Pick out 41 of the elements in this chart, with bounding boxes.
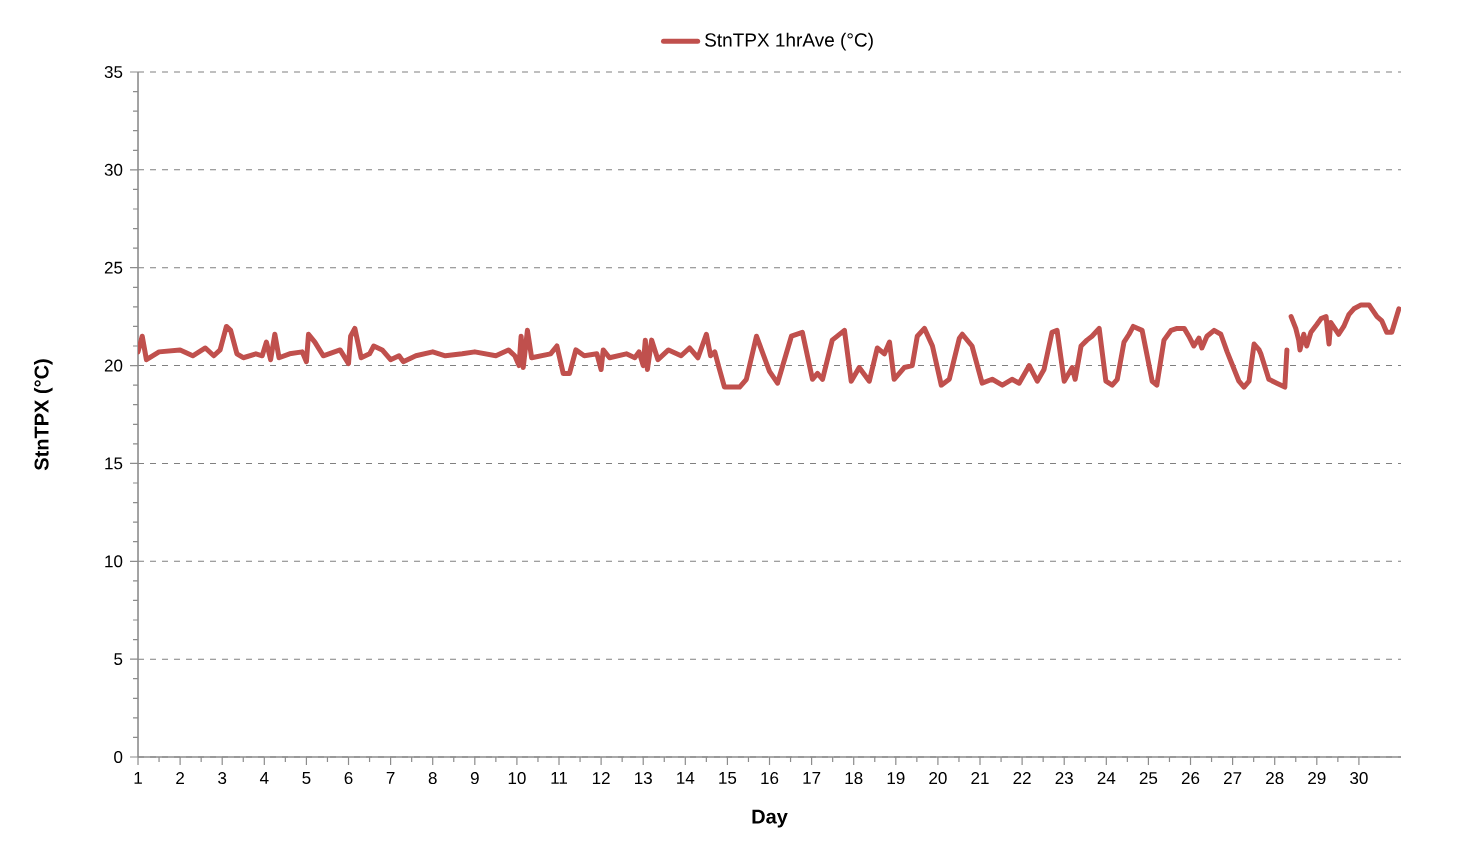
x-tick-label: 25	[1139, 772, 1158, 785]
x-tick-label: 10	[508, 772, 526, 785]
y-tick-label: 15	[105, 457, 123, 470]
y-tick-label: 25	[104, 261, 123, 274]
x-tick-label: 18	[845, 772, 863, 785]
x-tick-label: 21	[971, 772, 989, 784]
x-tick-label: 20	[929, 772, 947, 785]
x-tick-label: 1	[134, 772, 142, 784]
y-tick-label: 5	[114, 653, 123, 666]
y-tick-label: 20	[104, 359, 123, 372]
x-tick-label: 28	[1266, 772, 1284, 785]
x-tick-label: 4	[259, 772, 269, 784]
x-tick-label: 16	[761, 772, 779, 785]
x-tick-label: 23	[1055, 772, 1073, 785]
y-tick-label: 0	[114, 751, 123, 764]
x-tick-label: 8	[428, 772, 437, 785]
x-tick-label: 17	[803, 772, 821, 784]
x-tick-label: 12	[592, 772, 610, 784]
x-tick-label: 13	[635, 772, 652, 785]
x-tick-label: 7	[386, 772, 395, 784]
x-tick-label: 24	[1097, 772, 1116, 784]
x-tick-label: 14	[677, 772, 695, 784]
x-tick-label: 11	[551, 772, 568, 784]
x-tick-label: 29	[1308, 772, 1326, 785]
x-tick-label: 3	[218, 772, 227, 785]
x-axis-title: Day	[752, 809, 788, 828]
x-tick-label: 19	[887, 772, 905, 785]
x-tick-label: 6	[344, 772, 353, 785]
y-axis-title: StnTPX (°C)	[33, 359, 53, 471]
x-tick-label: 9	[470, 772, 479, 785]
x-tick-label: 30	[1350, 772, 1368, 785]
y-tick-label: 10	[105, 555, 123, 568]
x-tick-label: 26	[1181, 772, 1200, 785]
y-tick-label: 30	[104, 163, 123, 176]
x-tick-label: 15	[719, 772, 737, 784]
x-tick-label: 22	[1013, 772, 1031, 784]
x-tick-label: 5	[302, 772, 311, 784]
legend-label: StnTPX 1hrAve (°C)	[705, 32, 873, 51]
x-tick-label: 2	[176, 772, 184, 784]
y-tick-label: 35	[104, 66, 123, 79]
x-tick-label: 27	[1224, 772, 1242, 784]
